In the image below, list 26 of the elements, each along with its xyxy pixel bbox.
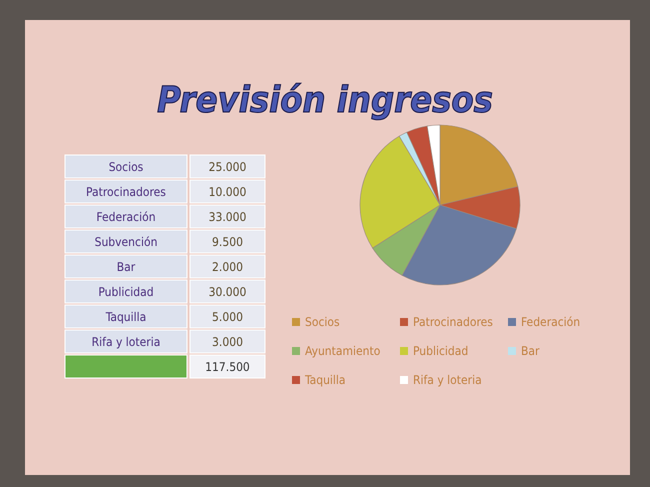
category-label: Rifa y loteria bbox=[92, 335, 160, 349]
text: 2.000 bbox=[212, 260, 243, 274]
text: 10.000 bbox=[208, 185, 246, 199]
legend-label: Ayuntamiento bbox=[305, 344, 381, 358]
text: 117.500 bbox=[205, 360, 250, 374]
category-label: Socios bbox=[108, 160, 144, 174]
text: 25.000 bbox=[208, 160, 246, 174]
category-label: Bar bbox=[116, 260, 136, 274]
legend-label: Federación bbox=[521, 315, 580, 329]
category-label: Publicidad bbox=[98, 285, 154, 299]
text: 3.000 bbox=[212, 335, 243, 349]
text: Previsión ingresos bbox=[157, 80, 493, 121]
legend-label: Socios bbox=[305, 315, 340, 329]
category-label: Subvención bbox=[94, 235, 158, 249]
text: 9.500 bbox=[212, 235, 243, 249]
category-label: Taquilla bbox=[104, 310, 146, 324]
text: 5.000 bbox=[212, 310, 243, 324]
category-label: Federación bbox=[96, 210, 156, 224]
legend-label: Patrocinadores bbox=[413, 315, 494, 329]
legend-label: Bar bbox=[521, 344, 540, 358]
legend-label: Taquilla bbox=[304, 373, 346, 387]
text: 33.000 bbox=[208, 210, 246, 224]
legend-label: Rifa y loteria bbox=[413, 373, 482, 387]
category-label: Patrocinadores bbox=[86, 185, 166, 199]
legend-label: Publicidad bbox=[413, 344, 468, 358]
text: 30.000 bbox=[208, 285, 246, 299]
